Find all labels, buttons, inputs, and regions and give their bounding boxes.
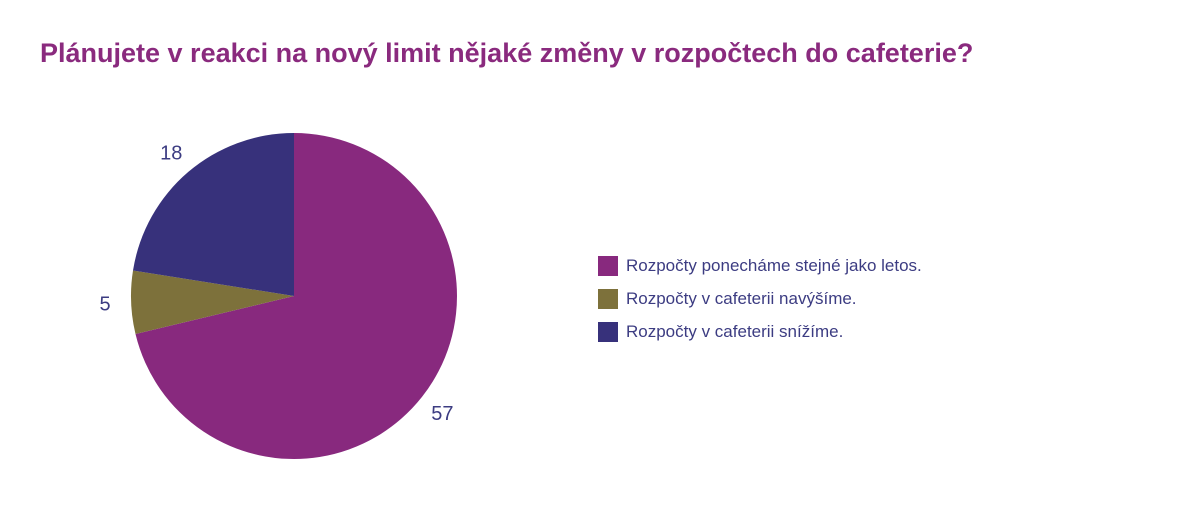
legend-item-decrease: Rozpočty v cafeterii snížíme.: [598, 322, 922, 342]
legend-label-increase: Rozpočty v cafeterii navýšíme.: [626, 289, 857, 308]
data-label-keep-same: 57: [431, 403, 453, 425]
data-label-decrease: 18: [160, 142, 182, 164]
legend: Rozpočty ponecháme stejné jako letos. Ro…: [598, 256, 922, 355]
pie-slices: [131, 133, 457, 459]
legend-swatch-keep-same: [598, 256, 618, 276]
legend-item-keep-same: Rozpočty ponecháme stejné jako letos.: [598, 256, 922, 276]
pie-slice-keep-same: [135, 133, 457, 459]
legend-swatch-increase: [598, 289, 618, 309]
legend-item-increase: Rozpočty v cafeterii navýšíme.: [598, 289, 922, 309]
pie-slice-decrease: [133, 133, 294, 296]
chart-title: Plánujete v reakci na nový limit nějaké …: [40, 38, 974, 68]
pie-slice-increase: [131, 270, 294, 335]
legend-label-keep-same: Rozpočty ponecháme stejné jako letos.: [626, 256, 922, 275]
legend-swatch-decrease: [598, 322, 618, 342]
pie-data-labels: 57 5 18: [100, 142, 454, 425]
legend-label-decrease: Rozpočty v cafeterii snížíme.: [626, 322, 844, 341]
data-label-increase: 5: [100, 293, 111, 315]
